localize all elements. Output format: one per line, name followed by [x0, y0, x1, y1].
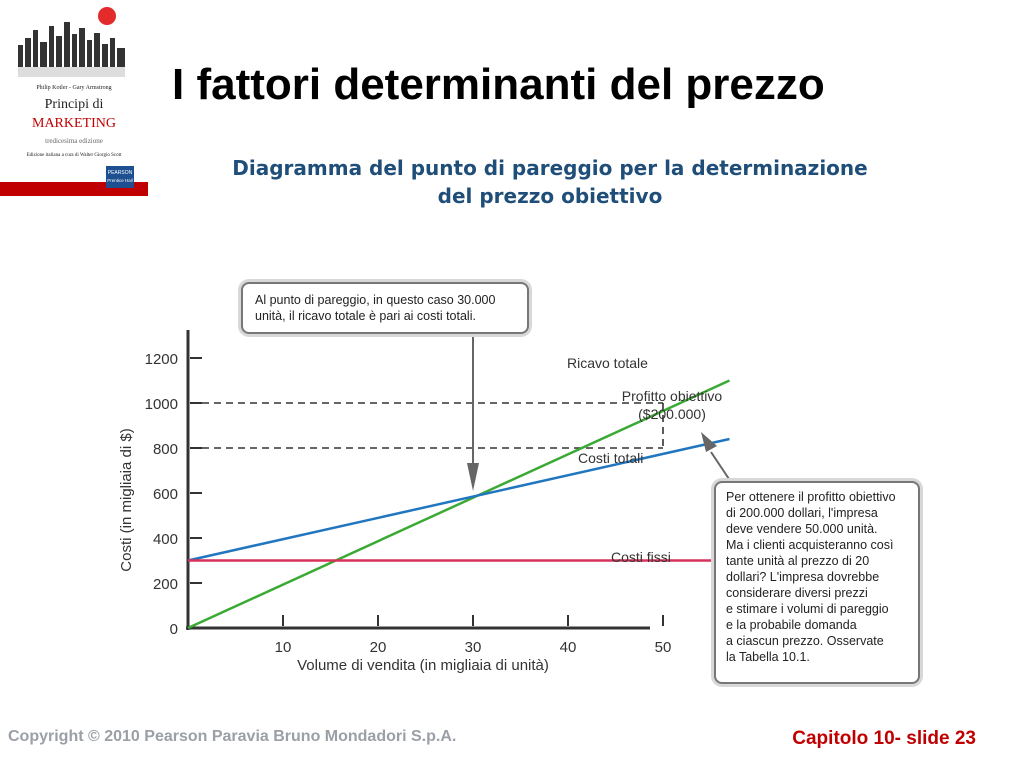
target-callout-line: di 200.000 dollari, l'impresa [726, 506, 878, 520]
series-line [187, 379, 731, 630]
y-tick-label: 1000 [145, 396, 178, 413]
x-tick-label: 10 [275, 639, 292, 656]
x-tick-label: 20 [370, 639, 387, 656]
breakeven-arrow-head [467, 463, 479, 491]
y-axis-label: Costi (in migliaia di $) [118, 428, 135, 571]
footer-slide-number: Capitolo 10- slide 23 [792, 728, 976, 749]
profit-label-line-1: Profitto obiettivo [622, 388, 723, 404]
red-ball-icon [98, 7, 116, 25]
subtitle-line-2: del prezzo obiettivo [437, 184, 663, 208]
target-profit-callout: Per ottenere il profitto obiettivo di 200… [714, 481, 920, 684]
footer-copyright: Copyright © 2010 Pearson Paravia Bruno M… [8, 728, 457, 745]
target-callout-line: deve vendere 50.000 unità. [726, 522, 878, 536]
book-cover-logo: PEARSON Prentice Hall Philip Kotler - Ga… [0, 0, 148, 200]
y-tick-label: 600 [153, 486, 178, 503]
target-callout-line: considerare diversi prezzi [726, 586, 868, 600]
y-tick-label: 200 [153, 576, 178, 593]
pearson-badge [106, 166, 134, 188]
subtitle-line-1: Diagramma del punto di pareggio per la d… [232, 156, 868, 180]
target-callout-line: a ciascun prezzo. Osservate [726, 634, 884, 648]
target-callout-line: la Tabella 10.1. [726, 650, 810, 664]
profit-arrow-shaft [710, 451, 732, 483]
series-label: Ricavo totale [567, 355, 648, 371]
skyline-illustration: PEARSON Prentice Hall [0, 7, 148, 196]
x-tick-label: 30 [465, 639, 482, 656]
breakeven-callout-line: Al punto di pareggio, in questo caso 30.… [255, 293, 496, 307]
book-title-line2: MARKETING [32, 116, 116, 131]
slide-title: I fattori determinanti del prezzo [172, 60, 825, 109]
y-tick-label: 0 [170, 621, 178, 638]
profit-label-line-2: ($200.000) [638, 406, 706, 422]
target-callout-line: Per ottenere il profitto obiettivo [726, 490, 896, 504]
book-credit: Edizione italiana a cura di Walter Giorg… [26, 153, 122, 158]
publisher-sub: Prentice Hall [107, 178, 133, 183]
x-tick-label: 40 [560, 639, 577, 656]
target-callout-line: e stimare i volumi di pareggio [726, 602, 889, 616]
profit-arrow-head [701, 432, 717, 452]
x-tick-label: 50 [655, 639, 672, 656]
publisher-name: PEARSON [108, 170, 133, 176]
target-callout-line: e la probabile domanda [726, 618, 857, 632]
chart-subtitle: Diagramma del punto di pareggio per la d… [200, 154, 900, 210]
book-edition: tredicesima edizione [45, 137, 103, 145]
x-axis-label: Volume di vendita (in migliaia di unità) [297, 657, 549, 674]
breakeven-callout: Al punto di pareggio, in questo caso 30.… [241, 282, 529, 334]
y-tick-label: 1200 [145, 351, 178, 368]
series-label: Costi fissi [611, 549, 671, 565]
series-label: Costi totali [578, 450, 643, 466]
breakeven-callout-line: unità, il ricavo totale è pari ai costi … [255, 309, 476, 323]
y-tick-label: 400 [153, 531, 178, 548]
book-authors: Philip Kotler - Gary Armstrong [36, 85, 112, 91]
target-callout-line: Ma i clienti acquisteranno così [726, 538, 894, 552]
book-title-line1: Principi di [44, 97, 104, 112]
target-callout-line: tante unità al prezzo di 20 [726, 554, 870, 568]
series-line [187, 437, 730, 562]
y-tick-label: 800 [153, 441, 178, 458]
target-callout-line: dollari? L'impresa dovrebbe [726, 570, 880, 584]
